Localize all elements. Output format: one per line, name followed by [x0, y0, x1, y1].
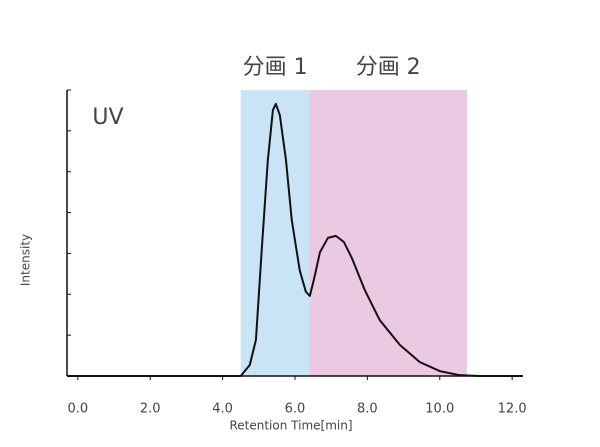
- annotation: UV: [92, 105, 123, 130]
- x-tick-label: 0.0: [68, 402, 89, 417]
- signal-line: [67, 102, 523, 377]
- x-tick-label: 12.0: [498, 402, 527, 417]
- x-tick-label: 6.0: [285, 402, 306, 417]
- region-label: 分画 1: [243, 55, 308, 80]
- region-label: 分画 2: [356, 55, 421, 80]
- region: [240, 90, 310, 376]
- x-tick-label: 2.0: [140, 402, 161, 417]
- x-axis-label: Retention Time[min]: [229, 419, 352, 433]
- x-tick-label: 10.0: [425, 402, 454, 417]
- region: [309, 90, 467, 376]
- x-tick-label: 4.0: [212, 402, 233, 417]
- x-tick-label: 8.0: [357, 402, 378, 417]
- y-axis-label: Intensity: [19, 234, 33, 286]
